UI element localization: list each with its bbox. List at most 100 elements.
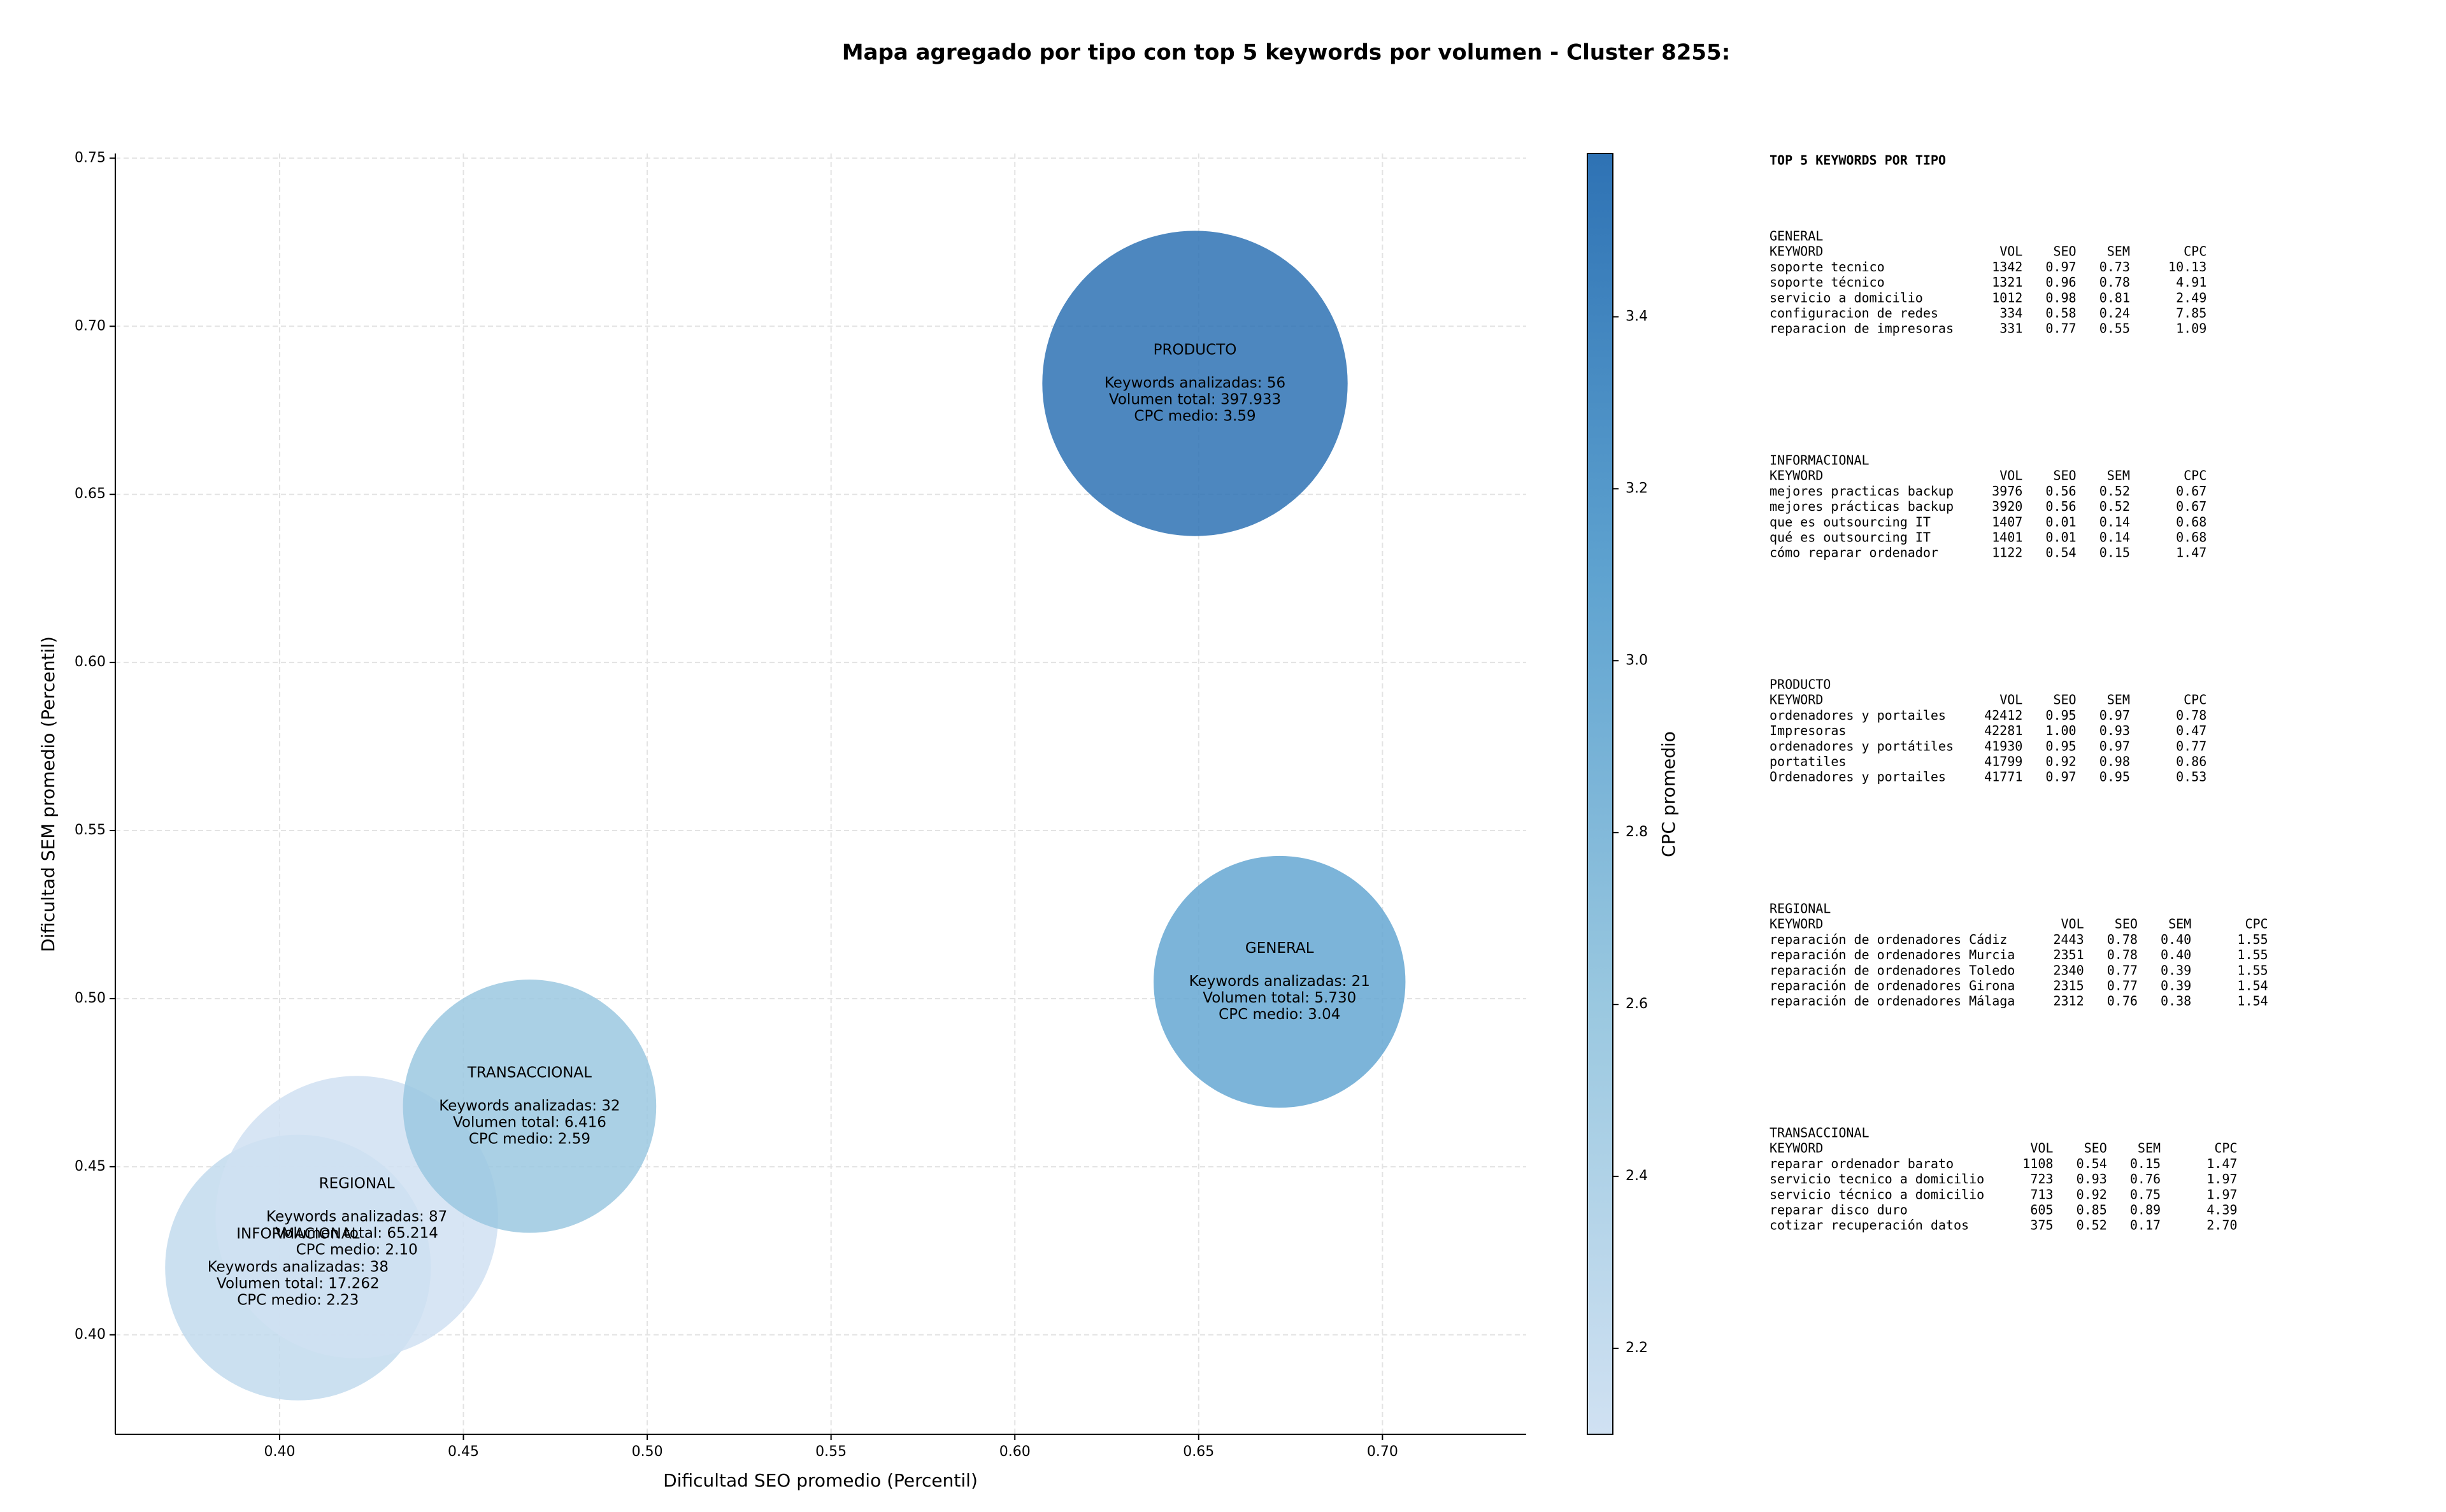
table-cell: Impresoras (1770, 723, 1846, 738)
table-cell: 0.39 (2161, 978, 2191, 994)
table-cell: 0.77 (2176, 738, 2206, 753)
table-cell: 1407 (1992, 514, 2022, 529)
table-cell: 1342 (1992, 259, 2022, 275)
x-tick-label: 0.45 (448, 1444, 479, 1460)
table-cell: 0.92 (2045, 754, 2076, 769)
table-cell: soporte técnico (1770, 275, 1885, 290)
table-cell: 0.01 (2045, 530, 2076, 545)
bubble-detail: CPC medio: 3.04 (1219, 1006, 1340, 1023)
table-cell: 0.97 (2045, 769, 2076, 785)
table-cell: 1.47 (2176, 545, 2206, 560)
table-cell: 0.78 (2107, 947, 2138, 962)
table-cell: 331 (1999, 321, 2022, 336)
y-tick-label: 0.40 (75, 1327, 106, 1343)
table-cell: servicio a domicilio (1770, 290, 1923, 305)
table-cell: 0.24 (2099, 306, 2130, 321)
table-cell: 0.68 (2176, 514, 2206, 529)
table-cell: 0.67 (2176, 483, 2206, 499)
table-header: SEO (2084, 1141, 2107, 1156)
table-cell: Ordenadores y portailes (1770, 769, 1946, 785)
y-tick-label: 0.50 (75, 990, 106, 1006)
table-cell: 0.54 (2045, 545, 2076, 560)
table-cell: 41930 (1984, 738, 2022, 753)
table-cell: 4.91 (2176, 275, 2206, 290)
table-header: VOL (1999, 692, 2022, 708)
table-header: KEYWORD (1770, 1141, 1823, 1156)
table-cell: servicio técnico a domicilio (1770, 1187, 1984, 1202)
bubble-name: INFORMACIONAL (236, 1226, 359, 1243)
table-header: CPC (2184, 692, 2206, 708)
table-cell: reparacion de impresoras (1770, 321, 1954, 336)
table-cell: reparación de ordenadores Málaga (1770, 994, 2015, 1009)
table-cell: 1012 (1992, 290, 2022, 305)
table-cell: 2443 (2053, 932, 2084, 947)
table-cell: 0.38 (2161, 994, 2191, 1009)
bubble-detail: CPC medio: 2.23 (237, 1292, 359, 1309)
colorbar-tick-label: 2.4 (1626, 1168, 1648, 1184)
bubble-name: GENERAL (1245, 940, 1314, 957)
table-header: SEO (2053, 692, 2076, 708)
colorbar-tick-label: 2.8 (1626, 824, 1648, 840)
x-tick-label: 0.65 (1183, 1444, 1214, 1460)
table-cell: 0.77 (2107, 962, 2138, 978)
table-cell: 0.76 (2107, 994, 2138, 1009)
table-block-title: PRODUCTO (1770, 677, 1831, 692)
table-cell: 0.78 (2176, 708, 2206, 723)
table-cell: mejores practicas backup (1770, 483, 1954, 499)
table-cell: 2.49 (2176, 290, 2206, 305)
table-header: SEM (2107, 244, 2130, 259)
table-cell: 375 (2030, 1218, 2053, 1233)
table-cell: 1108 (2022, 1156, 2053, 1171)
table-cell: ordenadores y portailes (1770, 708, 1946, 723)
colorbar-tick-label: 2.2 (1626, 1340, 1648, 1356)
bubble-detail: CPC medio: 2.59 (469, 1130, 590, 1147)
table-block-title: GENERAL (1770, 229, 1823, 244)
bubble-name: TRANSACCIONAL (467, 1064, 592, 1081)
x-axis-label: Dificultad SEO promedio (Percentil) (663, 1470, 978, 1491)
table-cell: reparación de ordenadores Cádiz (1770, 932, 2007, 947)
table-cell: 2312 (2053, 994, 2084, 1009)
table-cell: 0.68 (2176, 530, 2206, 545)
colorbar-tick-label: 3.0 (1626, 652, 1648, 668)
table-header: SEM (2168, 916, 2191, 932)
table-header: KEYWORD (1770, 916, 1823, 932)
table-cell: servicio tecnico a domicilio (1770, 1171, 1984, 1187)
table-cell: 0.39 (2161, 962, 2191, 978)
table-header: KEYWORD (1770, 468, 1823, 483)
table-cell: 0.95 (2045, 738, 2076, 753)
table-cell: soporte tecnico (1770, 259, 1885, 275)
table-cell: 0.85 (2077, 1202, 2107, 1218)
table-cell: 0.58 (2045, 306, 2076, 321)
table-cell: 42412 (1984, 708, 2022, 723)
table-cell: reparación de ordenadores Murcia (1770, 947, 2015, 962)
table-cell: 1321 (1992, 275, 2022, 290)
table-cell: 0.54 (2077, 1156, 2107, 1171)
table-cell: 0.86 (2176, 754, 2206, 769)
table-cell: 0.67 (2176, 499, 2206, 514)
table-cell: 0.95 (2099, 769, 2130, 785)
bubble-detail: Keywords analizadas: 56 (1105, 375, 1285, 392)
table-cell: 0.98 (2099, 754, 2130, 769)
table-cell: 0.95 (2045, 708, 2076, 723)
table-cell: reparar disco duro (1770, 1202, 1908, 1218)
table-header: VOL (2030, 1141, 2053, 1156)
table-cell: 0.17 (2130, 1218, 2161, 1233)
bubble-name: REGIONAL (319, 1176, 395, 1192)
bubble-detail: Volumen total: 65.214 (275, 1225, 438, 1242)
table-cell: 0.14 (2099, 514, 2130, 529)
table-cell: 1.54 (2237, 978, 2268, 994)
bubble-detail: Keywords analizadas: 87 (266, 1209, 447, 1225)
table-header: CPC (2184, 244, 2206, 259)
table-header: SEM (2107, 692, 2130, 708)
table-cell: 0.73 (2099, 259, 2130, 275)
table-cell: 1.54 (2237, 994, 2268, 1009)
table-cell: reparar ordenador barato (1770, 1156, 1954, 1171)
table-cell: 0.98 (2045, 290, 2076, 305)
table-header: VOL (1999, 468, 2022, 483)
table-cell: 0.96 (2045, 275, 2076, 290)
table-header: SEM (2107, 468, 2130, 483)
table-cell: 0.76 (2130, 1171, 2161, 1187)
bubble-name: PRODUCTO (1154, 342, 1237, 359)
table-header: CPC (2214, 1141, 2237, 1156)
